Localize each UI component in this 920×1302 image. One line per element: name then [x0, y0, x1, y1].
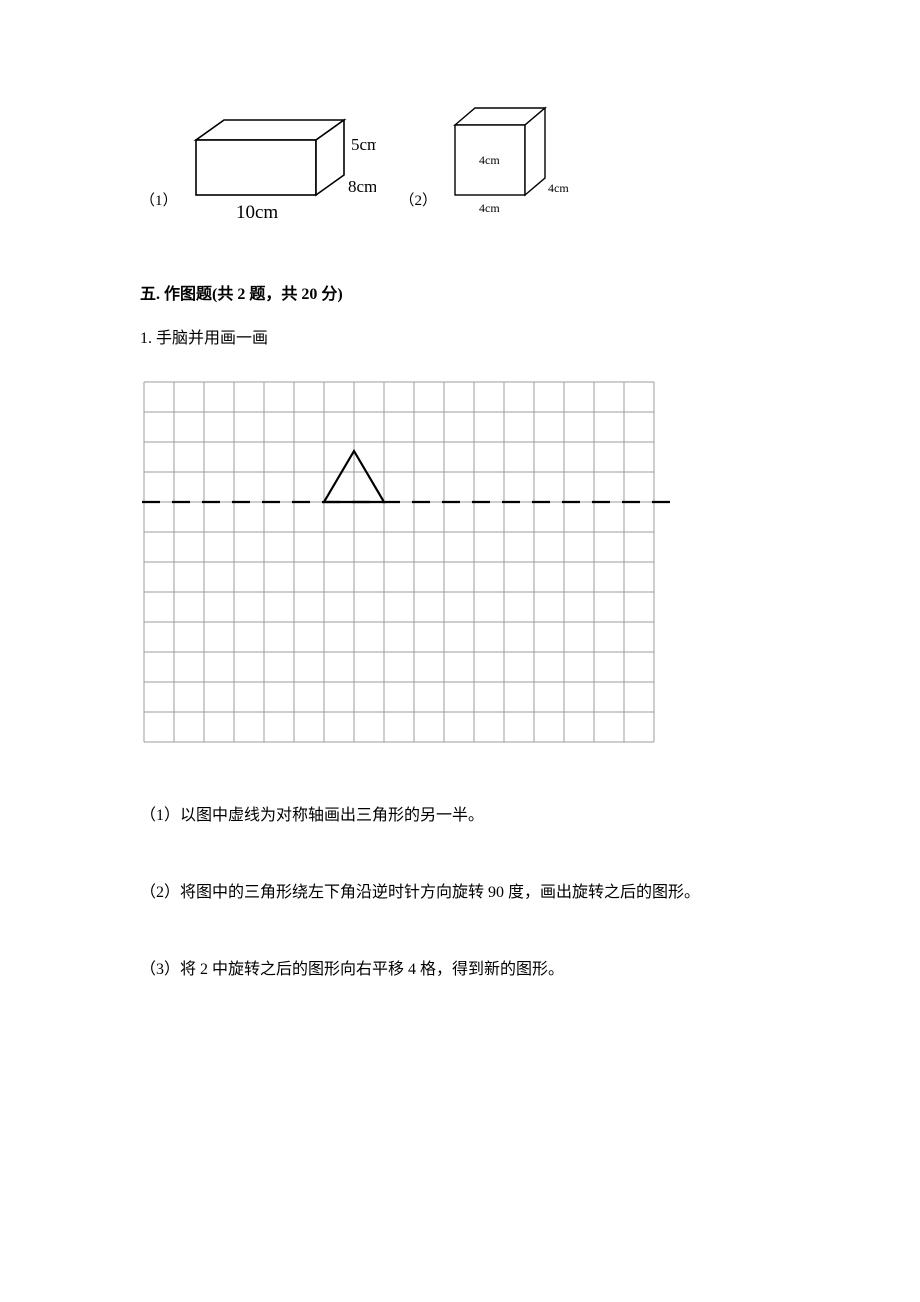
cube-w-label: 4cm	[479, 201, 500, 215]
cube-h-label: 4cm	[479, 153, 500, 167]
figure-cube-svg: 4cm 4cm 4cm	[445, 100, 595, 230]
figure-box-svg: 5cm 8cm 10cm	[186, 110, 376, 230]
section-title: 五. 作图题(共 2 题，共 20 分)	[140, 280, 780, 304]
figure-box-unit: （1） 5cm 8cm 10cm	[140, 110, 376, 230]
figure-box-index: （1）	[140, 189, 178, 210]
grid-svg	[140, 378, 678, 746]
figure-cube-unit: （2） 4cm 4cm 4cm	[400, 100, 596, 230]
box-height-label: 5cm	[351, 135, 376, 154]
q1-stem: 1. 手脑并用画一画	[140, 324, 780, 348]
box-depth-label: 8cm	[348, 177, 376, 196]
q1-sub2: （2）将图中的三角形绕左下角沿逆时针方向旋转 90 度，画出旋转之后的图形。	[140, 863, 780, 924]
figure-cube-index: （2）	[400, 189, 438, 210]
q1-sub1: （1）以图中虚线为对称轴画出三角形的另一半。	[140, 786, 780, 847]
q1-grid-container	[140, 378, 780, 746]
figure-row: （1） 5cm 8cm 10cm （2） 4cm 4cm 4cm	[140, 100, 780, 230]
q1-sub3: （3）将 2 中旋转之后的图形向右平移 4 格，得到新的图形。	[140, 940, 780, 1001]
box-width-label: 10cm	[236, 202, 278, 223]
cube-d-label: 4cm	[548, 181, 569, 195]
